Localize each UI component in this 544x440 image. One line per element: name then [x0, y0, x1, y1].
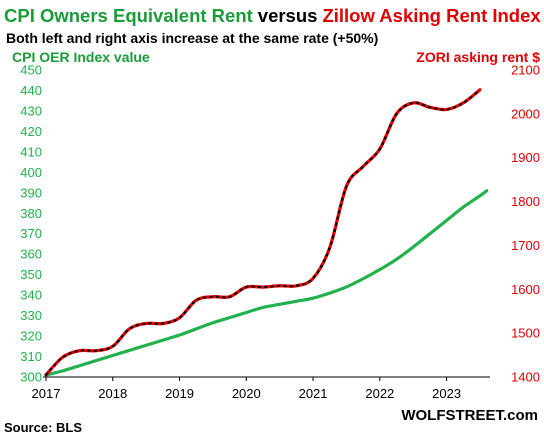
- brand-label: WOLFSTREET.com: [401, 407, 538, 424]
- left-tick-label: 400: [20, 165, 42, 180]
- left-tick-label: 370: [20, 226, 42, 241]
- x-tick-label: 2018: [98, 386, 127, 401]
- series-line-zori: [44, 88, 482, 377]
- left-tick-label: 320: [20, 329, 42, 344]
- right-tick-label: 1800: [511, 194, 540, 209]
- left-tick-label: 410: [20, 144, 42, 159]
- right-tick-label: 1400: [511, 370, 540, 385]
- left-tick-label: 380: [20, 206, 42, 221]
- chart-subtitle: Both left and right axis increase at the…: [6, 30, 378, 46]
- x-tick-label: 2019: [165, 386, 194, 401]
- left-tick-label: 420: [20, 124, 42, 139]
- x-tick-label: 2023: [432, 386, 461, 401]
- right-tick-label: 2100: [511, 63, 540, 78]
- right-axis-label: ZORI asking rent $: [416, 49, 540, 65]
- right-tick-label: 1600: [511, 282, 540, 297]
- left-tick-label: 330: [20, 308, 42, 323]
- x-tick-label: 2020: [232, 386, 261, 401]
- x-tick-label: 2017: [32, 386, 61, 401]
- series-markers-zori: [44, 88, 482, 376]
- x-tick-label: 2021: [299, 386, 328, 401]
- chart-title: CPI Owners Equivalent Rent versus Zillow A…: [4, 5, 541, 26]
- left-tick-label: 350: [20, 267, 42, 282]
- right-tick-label: 2000: [511, 106, 540, 121]
- x-axis: 2017 2018 2019 2020 2021 2022 2023: [32, 377, 461, 401]
- left-tick-label: 440: [20, 83, 42, 98]
- left-tick-label: 390: [20, 185, 42, 200]
- series-layer: [44, 88, 489, 377]
- source-note: Source: BLS: [4, 420, 82, 435]
- left-tick-label: 300: [20, 370, 42, 385]
- right-tick-label: 1700: [511, 238, 540, 253]
- title-versus-part: versus: [258, 5, 318, 26]
- right-tick-label: 1500: [511, 326, 540, 341]
- series-line-cpi-oer: [44, 189, 489, 377]
- left-axis: 300 310 320 330 340 350 360 370 380 390 400 410 420 4…: [20, 63, 42, 385]
- x-tick-label: 2022: [365, 386, 394, 401]
- right-tick-label: 1900: [511, 150, 540, 165]
- left-tick-label: 360: [20, 247, 42, 262]
- title-cpi-part: CPI Owners Equivalent Rent: [4, 5, 253, 26]
- left-tick-label: 450: [20, 63, 42, 78]
- left-tick-label: 310: [20, 349, 42, 364]
- left-tick-label: 430: [20, 103, 42, 118]
- title-zillow-part: Zillow Asking Rent Index: [322, 5, 541, 26]
- right-axis: 1400 1500 1600 1700 1800 1900 2000 2100: [511, 63, 540, 385]
- left-tick-label: 340: [20, 288, 42, 303]
- left-axis-label: CPI OER Index value: [12, 49, 150, 65]
